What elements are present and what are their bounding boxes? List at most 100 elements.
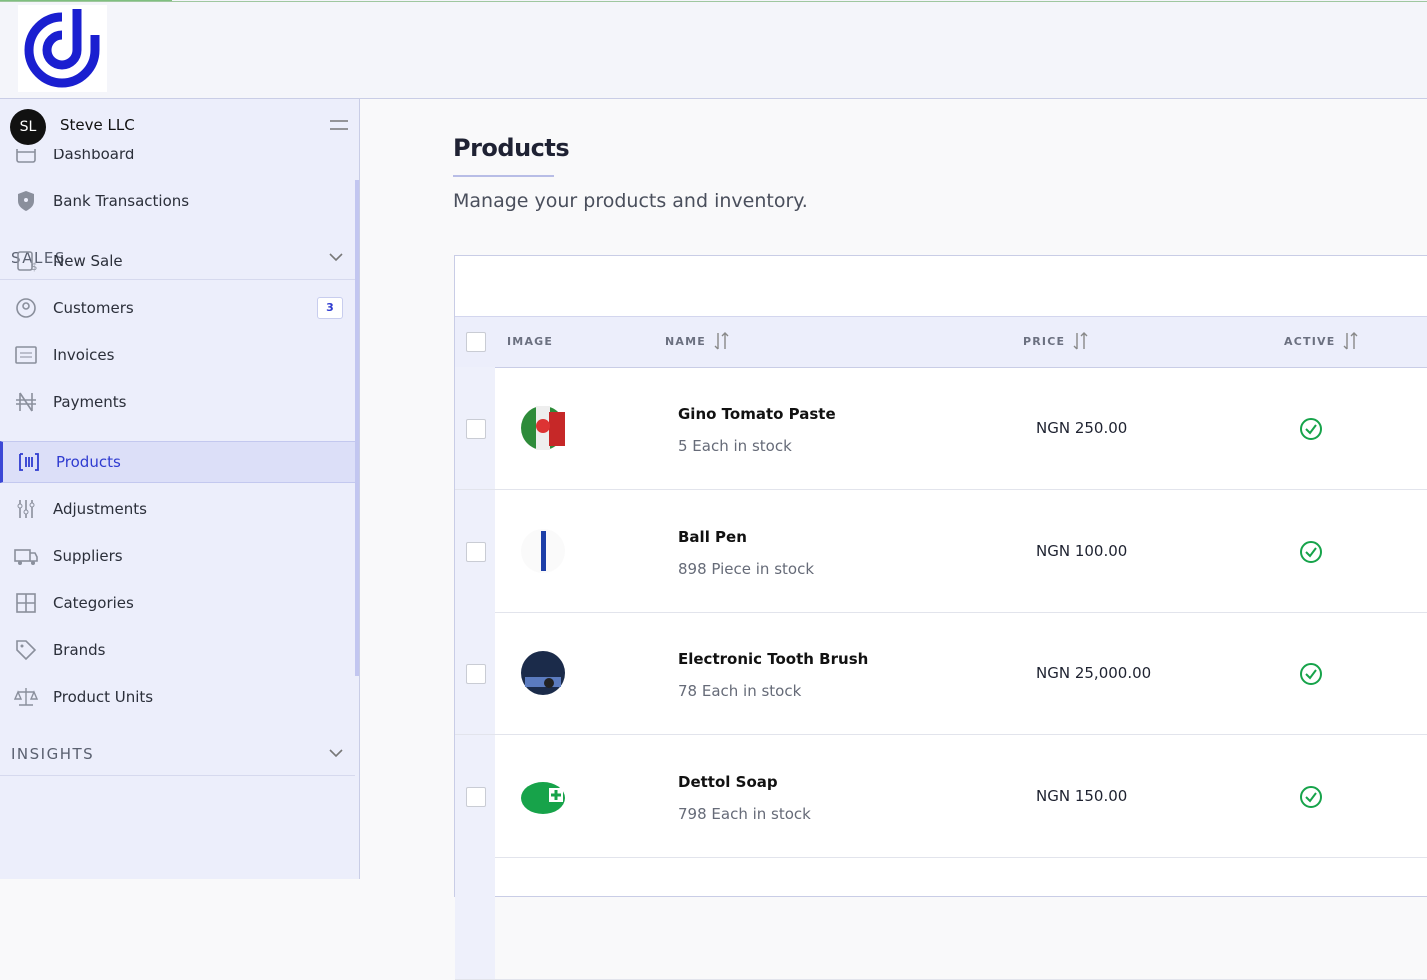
logo[interactable] (18, 5, 107, 92)
nav-section[interactable]: INSIGHTS (0, 735, 355, 776)
active-icon (1300, 663, 1322, 685)
product-stock: 798 Each in stock (678, 804, 811, 823)
nav-list: Dashboard Bank Transactions SALES $ New Sale… (0, 147, 356, 879)
nav-icon (18, 191, 34, 211)
column-header: IMAGE (507, 335, 554, 348)
table-header: IMAGE NAME PRICE ACTIVE (455, 316, 1427, 368)
nav-icon (14, 688, 38, 706)
table-body: Gino Tomato Paste 5 Each in stock NGN 250.… (455, 367, 1427, 980)
nav-label: Product Units (53, 688, 154, 706)
nav-item[interactable]: Product Units (0, 676, 355, 718)
nav-label: Bank Transactions (53, 192, 190, 210)
product-image (521, 651, 565, 695)
nav-item[interactable]: Brands (0, 629, 355, 671)
nav-label: Customers (53, 299, 134, 317)
section-chevron (329, 253, 343, 262)
row-checkbox[interactable] (466, 664, 486, 684)
nav-icon (16, 147, 36, 163)
product-image (521, 406, 565, 450)
nav-icon (19, 453, 39, 471)
table-row[interactable]: Electronic Tooth Brush 78 Each in stock NG… (455, 612, 1427, 735)
product-price: NGN 100.00 (1036, 541, 1128, 560)
nav-section[interactable]: SALES (0, 239, 355, 280)
menu-toggle[interactable] (330, 119, 348, 131)
nav-label: New Sale (53, 252, 123, 270)
product-image (521, 528, 565, 573)
svg-text:$: $ (31, 262, 37, 273)
nav-label: Invoices (53, 346, 115, 364)
nav-item[interactable]: Invoices (0, 334, 355, 376)
page-subtitle: Manage your products and inventory. (453, 190, 808, 212)
nav-icon (16, 392, 36, 412)
nav-label: Adjustments (53, 500, 147, 518)
product-name: Gino Tomato Paste (678, 405, 836, 423)
org-avatar: SL (10, 109, 46, 145)
table-row (455, 857, 1427, 980)
nav-item[interactable]: Products (0, 441, 355, 483)
top-line (0, 1, 1427, 2)
section-chevron (329, 749, 343, 758)
scrollbar[interactable] (355, 180, 359, 676)
nav-icon (16, 640, 37, 661)
nav-item[interactable]: Payments (0, 381, 355, 423)
active-icon (1300, 540, 1322, 563)
row-checkbox[interactable] (466, 541, 486, 562)
nav-item[interactable]: Adjustments (0, 488, 355, 530)
product-price: NGN 25,000.00 (1036, 664, 1152, 682)
product-name: Ball Pen (678, 527, 747, 546)
row-checkbox[interactable] (466, 786, 486, 807)
nav-label: Payments (53, 393, 127, 411)
nav-icon: $ (17, 251, 37, 273)
table-row[interactable]: Dettol Soap 798 Each in stock NGN 150.00 (455, 734, 1427, 858)
nav-icon (16, 298, 36, 318)
sort-icon (714, 332, 729, 350)
product-price: NGN 150.00 (1036, 786, 1128, 805)
nav-label: Dashboard (53, 147, 135, 163)
product-stock: 5 Each in stock (678, 437, 792, 455)
product-image (521, 773, 565, 818)
org-name: Steve LLC (60, 116, 135, 134)
nav-label: Brands (53, 641, 106, 659)
top-bar (0, 0, 1427, 99)
nav-item[interactable]: Dashboard (0, 147, 355, 175)
row-checkbox[interactable] (466, 419, 486, 439)
nav-icon (15, 346, 37, 364)
sort-icon (1343, 332, 1358, 350)
section-title: SALES (11, 249, 66, 267)
product-stock: 898 Piece in stock (678, 559, 815, 578)
nav-item[interactable]: Categories (0, 582, 355, 624)
product-name: Electronic Tooth Brush (678, 650, 869, 668)
nav-icon (17, 500, 35, 518)
nav-icon (14, 549, 38, 565)
org-row[interactable]: SL Steve LLC (0, 99, 355, 149)
sidebar: Dashboard Bank Transactions SALES $ New Sale… (0, 99, 360, 879)
nav-label: Products (56, 453, 121, 471)
sort-icon (1073, 332, 1088, 350)
table-row[interactable]: Gino Tomato Paste 5 Each in stock NGN 250.… (455, 367, 1427, 490)
product-stock: 78 Each in stock (678, 682, 802, 700)
nav-label: Categories (53, 594, 134, 612)
nav-item[interactable]: Bank Transactions (0, 180, 355, 222)
title-underline (453, 175, 554, 177)
nav-item[interactable]: $ New Sale (0, 240, 355, 282)
nav-icon (16, 593, 36, 613)
nav-label: Suppliers (53, 547, 123, 565)
page-title: Products (453, 134, 570, 162)
product-name: Dettol Soap (678, 772, 778, 791)
section-title: INSIGHTS (11, 745, 95, 763)
active-icon (1300, 418, 1322, 440)
nav-item[interactable]: Customers 3 (0, 287, 355, 329)
column-header[interactable]: NAME (665, 335, 706, 348)
table-row[interactable]: Ball Pen 898 Piece in stock NGN 100.00 (455, 489, 1427, 613)
row-gutter (455, 857, 495, 979)
table-card: IMAGE NAME PRICE ACTIVE Gino Tomato Paste 5 … (454, 255, 1427, 980)
product-price: NGN 250.00 (1036, 419, 1128, 437)
select-all-checkbox[interactable] (466, 332, 486, 352)
nav-badge: 3 (317, 297, 343, 319)
column-header[interactable]: ACTIVE (1284, 335, 1336, 348)
nav-item[interactable]: Suppliers (0, 535, 355, 577)
column-header[interactable]: PRICE (1023, 335, 1066, 348)
active-icon (1300, 785, 1322, 808)
